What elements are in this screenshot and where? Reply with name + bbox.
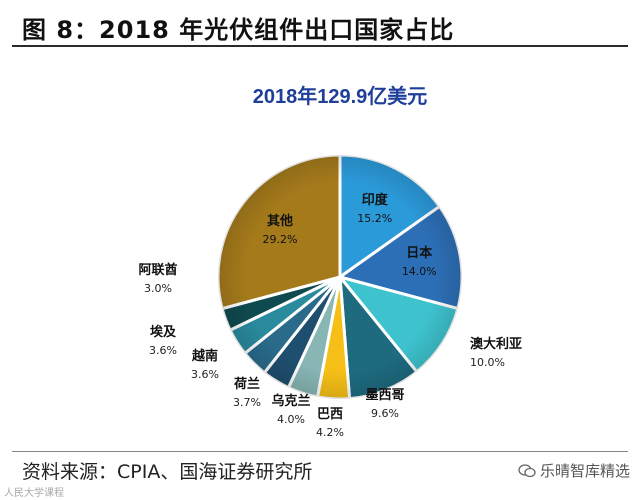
source-rule: [12, 451, 628, 452]
slice-name-label: 墨西哥: [365, 387, 404, 403]
slice-name-label: 埃及: [150, 324, 177, 340]
small-watermark: 人民大学课程: [4, 488, 64, 499]
slice-label: 澳大利亚 10.0%: [470, 336, 522, 369]
slice-name-label: 越南: [191, 348, 218, 364]
title-rule: [12, 45, 628, 47]
slice-name-label: 荷兰: [233, 376, 260, 392]
slice-value-label: 15.2%: [357, 212, 392, 225]
slice-label: 巴西 4.2%: [316, 407, 344, 439]
slice-name-label: 日本: [406, 245, 432, 261]
slice-value-label: 14.0%: [402, 265, 437, 278]
slice-value-label: 29.2%: [263, 233, 298, 246]
slice-label: 埃及 3.6%: [149, 324, 177, 357]
slice-label: 乌克兰 4.0%: [271, 393, 310, 426]
slice-value-label: 3.0%: [144, 282, 172, 295]
figure-title: 图 8：2018 年光伏组件出口国家占比: [22, 16, 455, 44]
slice-value-label: 4.2%: [316, 426, 344, 439]
slice-label: 墨西哥 9.6%: [365, 387, 404, 420]
chart-area: 2018年129.9亿美元 印度 15.2% 日本 14.0% 澳大利亚 10.0% 墨西哥…: [0, 47, 640, 447]
pie-labels: 印度 15.2% 日本 14.0% 澳大利亚 10.0% 墨西哥 9.6% 巴西 4.2% 乌克兰 4…: [138, 192, 522, 439]
slice-value-label: 9.6%: [371, 407, 399, 420]
slice-name-label: 巴西: [317, 407, 343, 422]
figure-header: 图 8：2018 年光伏组件出口国家占比: [0, 0, 640, 47]
slice-name-label: 澳大利亚: [470, 336, 522, 352]
watermark: 乐晴智库精选: [517, 460, 630, 481]
slice-value-label: 3.6%: [191, 368, 219, 381]
watermark-text: 乐晴智库精选: [539, 462, 630, 480]
slice-name-label: 其他: [267, 213, 293, 229]
slice-value-label: 10.0%: [470, 356, 505, 369]
slice-label: 日本 14.0%: [402, 245, 437, 278]
slice-name-label: 印度: [362, 192, 389, 208]
slice-label: 荷兰 3.7%: [233, 376, 261, 409]
slice-name-label: 乌克兰: [271, 393, 310, 409]
slice-value-label: 4.0%: [277, 413, 305, 426]
pie-chart: 2018年129.9亿美元 印度 15.2% 日本 14.0% 澳大利亚 10.0% 墨西哥…: [138, 84, 522, 439]
slice-label: 越南 3.6%: [191, 348, 219, 381]
slice-label: 其他 29.2%: [263, 213, 298, 246]
slice-value-label: 3.6%: [149, 344, 177, 357]
chart-title: 2018年129.9亿美元: [253, 84, 428, 108]
slice-label: 阿联酋 3.0%: [138, 262, 177, 295]
wechat-icon: [518, 464, 536, 478]
slice-value-label: 3.7%: [233, 396, 261, 409]
source-note: 资料来源：CPIA、国海证券研究所: [22, 461, 313, 483]
slice-label: 印度 15.2%: [357, 192, 392, 225]
slice-name-label: 阿联酋: [138, 262, 177, 278]
